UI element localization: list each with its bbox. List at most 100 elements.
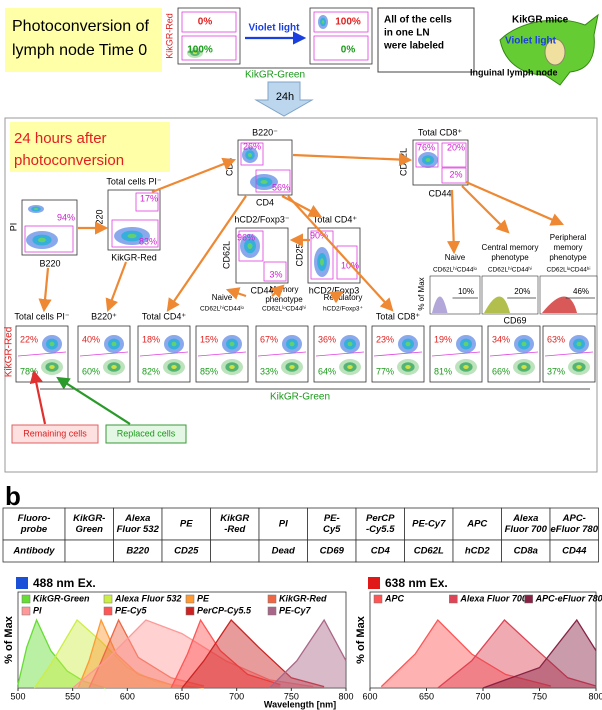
arrow — [225, 287, 247, 300]
cell-cloud — [289, 341, 295, 347]
spectrum-line — [181, 618, 325, 689]
label: 60% — [82, 366, 100, 376]
gate — [415, 142, 439, 168]
note-box — [377, 7, 475, 73]
label: 76% — [417, 142, 435, 152]
label: photoconversion — [14, 152, 124, 169]
label: -Red — [224, 524, 245, 535]
table-cell — [64, 539, 114, 563]
label: CD25 — [174, 546, 199, 557]
label: PI — [33, 605, 42, 615]
gate-line — [431, 351, 481, 357]
label: Dead — [272, 546, 295, 557]
cell-cloud — [320, 258, 324, 266]
label: CD4 — [256, 197, 274, 207]
area-fill — [269, 620, 346, 688]
area-fill — [483, 620, 596, 688]
label: PerCP-Cy5.5 — [197, 605, 252, 615]
label: b — [5, 481, 21, 511]
label: Inguinal lymph node — [470, 67, 558, 77]
spectrum-line — [88, 618, 205, 689]
area-fill — [72, 620, 314, 688]
label: 100% — [187, 45, 213, 56]
arrow — [292, 152, 413, 167]
cell-cloud — [576, 365, 582, 369]
cell-cloud — [38, 237, 46, 243]
label: KikGR-Green — [245, 70, 305, 81]
gate — [240, 142, 264, 166]
label: APC- — [562, 513, 586, 524]
gate — [181, 35, 237, 61]
lymph-node-icon — [544, 38, 566, 66]
label: Total CD8⁺ — [376, 311, 421, 321]
gate — [24, 225, 74, 253]
legend-swatch — [103, 606, 113, 616]
histogram — [432, 296, 448, 313]
label: CD62LˡᵒCD44ʰⁱ — [547, 266, 591, 274]
label: APC — [384, 593, 405, 603]
cell-cloud — [111, 365, 117, 369]
label: lymph node Time 0 — [12, 42, 147, 59]
spectrum-line — [72, 619, 314, 689]
label: 638 nm Ex. — [385, 576, 448, 590]
label: 40% — [82, 334, 100, 344]
cell-cloud — [229, 365, 235, 369]
gate — [313, 11, 369, 33]
after-title-box — [10, 122, 170, 172]
label: CD69 — [320, 546, 345, 557]
table-cell — [549, 507, 599, 541]
spectrum-line — [437, 619, 597, 689]
gate — [263, 261, 287, 282]
label: 82% — [142, 366, 160, 376]
label: Total cells PI⁻ — [106, 176, 162, 186]
spectrum-line — [170, 618, 281, 689]
gate — [336, 245, 358, 280]
label: 18% — [142, 334, 160, 344]
label: were labeled — [383, 41, 444, 52]
label: phenotype — [549, 253, 587, 262]
gate-line — [489, 351, 539, 357]
label: PI — [279, 519, 288, 530]
gate — [255, 169, 291, 193]
label: Antibody — [12, 546, 55, 557]
legend-swatch — [21, 606, 31, 616]
label: 2% — [449, 169, 462, 179]
label: B220⁺ — [91, 311, 117, 321]
legend-swatch — [185, 594, 195, 604]
label: 46% — [573, 287, 589, 296]
arrow — [29, 369, 47, 425]
label: Total cells PI⁻ — [14, 311, 70, 321]
label: eFluor 780 — [550, 524, 598, 535]
label: CD62LʰⁱCD44ʰⁱ — [488, 266, 532, 274]
label: All of the cells — [384, 15, 452, 26]
label: Regulatory — [324, 293, 363, 302]
label: 17% — [140, 193, 158, 203]
plot-frame — [17, 591, 347, 689]
area-fill — [182, 620, 325, 688]
spectrum-line — [17, 618, 106, 689]
cell-cloud — [247, 243, 253, 249]
gate — [310, 230, 334, 280]
label: hCD2/Foxp3 — [309, 285, 360, 295]
table-cell — [549, 539, 599, 563]
label: CD62L — [221, 241, 231, 269]
label: Alexa — [512, 513, 538, 524]
table-cell — [210, 539, 260, 563]
label: 66% — [492, 366, 510, 376]
title-box — [5, 8, 162, 72]
plot-frame — [369, 591, 597, 689]
label: 3% — [269, 269, 282, 279]
cell-cloud — [49, 365, 55, 369]
gate-line — [197, 351, 247, 357]
label: probe — [20, 524, 48, 535]
cell-cloud — [34, 208, 38, 210]
label: 600 — [362, 691, 377, 701]
label: 488 nm Ex. — [33, 576, 96, 590]
arrow — [281, 195, 322, 218]
replaced-box — [105, 424, 187, 444]
label: B220 — [94, 209, 104, 230]
label: % of Max — [355, 615, 367, 664]
label: CD62LˡᵒCD44ʰⁱ — [262, 305, 306, 313]
label: in one LN — [384, 28, 430, 39]
gate-line — [139, 351, 189, 357]
